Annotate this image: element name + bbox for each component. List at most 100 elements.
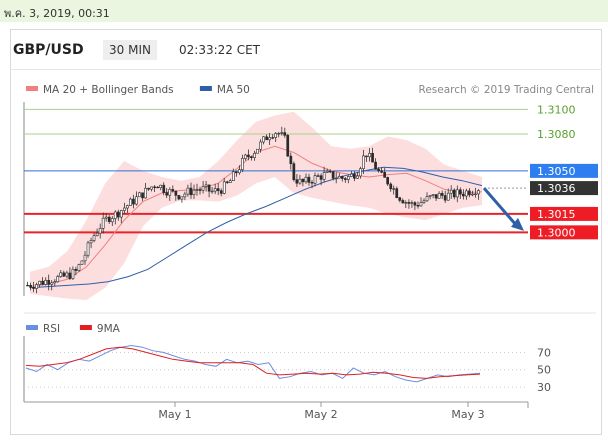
level-label-5: 1.3000 — [537, 226, 576, 239]
candle-body-115 — [374, 161, 377, 170]
candle-body-108 — [352, 173, 356, 179]
level-tag-2 — [530, 163, 598, 178]
candle-body-60 — [207, 184, 211, 192]
candle-body-130 — [419, 202, 423, 207]
candle-body-146 — [467, 190, 471, 196]
candle-body-81 — [271, 137, 275, 139]
level-label-0: 1.3100 — [537, 103, 576, 116]
candle-body-142 — [455, 189, 459, 198]
candle-body-28 — [110, 218, 114, 223]
candle-body-75 — [253, 153, 256, 159]
candle-body-90 — [298, 178, 302, 184]
candle-body-11 — [59, 272, 63, 277]
legend-label-0: MA 20 + Bollinger Bands — [43, 84, 174, 96]
candle-body-15 — [71, 268, 75, 279]
candle-body-147 — [471, 193, 474, 196]
candle-body-88 — [292, 163, 296, 180]
candle-body-82 — [274, 133, 278, 138]
candle-body-79 — [265, 136, 269, 141]
candle-body-129 — [416, 205, 420, 207]
candle-body-114 — [371, 153, 374, 163]
candle-body-61 — [210, 190, 214, 193]
bollinger-band-area — [30, 111, 482, 300]
candle-body-107 — [349, 173, 353, 177]
rsi-tick-1: 50 — [537, 364, 551, 377]
candle-body-71 — [241, 158, 244, 170]
candle-body-143 — [458, 189, 462, 195]
candle-body-12 — [62, 272, 66, 277]
candle-body-20 — [86, 242, 90, 256]
candle-body-98 — [322, 172, 326, 180]
candle-body-70 — [238, 169, 241, 174]
candle-body-140 — [449, 189, 453, 194]
candle-body-78 — [262, 136, 265, 143]
candle-body-76 — [256, 148, 259, 154]
candle-body-113 — [368, 153, 371, 158]
candle-body-111 — [362, 155, 365, 169]
candle-body-41 — [150, 186, 153, 190]
candle-body-95 — [313, 175, 317, 184]
candle-body-105 — [343, 178, 347, 180]
candle-body-13 — [65, 272, 69, 277]
candle-body-149 — [477, 190, 480, 195]
legend-swatch-0 — [26, 86, 38, 91]
candle-body-51 — [180, 196, 184, 200]
candle-body-125 — [404, 202, 408, 204]
level-tag-3 — [530, 181, 598, 196]
candle-body-73 — [247, 154, 250, 158]
header-divider — [10, 69, 602, 70]
candle-body-123 — [398, 197, 402, 201]
timeframe-badge[interactable]: 30 MIN — [103, 40, 157, 60]
candle-body-122 — [395, 188, 399, 198]
candle-body-26 — [104, 216, 108, 219]
candle-body-3 — [35, 284, 38, 289]
forecast-arrow-head — [511, 217, 524, 231]
candle-body-38 — [141, 192, 144, 199]
candle-body-118 — [383, 172, 387, 178]
candle-body-66 — [225, 181, 229, 183]
candle-body-25 — [101, 217, 105, 229]
candle-body-104 — [340, 176, 344, 179]
candle-body-44 — [159, 184, 163, 188]
candle-body-4 — [38, 280, 41, 285]
candle-body-33 — [126, 205, 129, 209]
candle-body-97 — [319, 175, 323, 180]
candle-body-145 — [464, 190, 468, 197]
level-tag-5 — [530, 225, 598, 240]
candle-body-42 — [153, 186, 157, 188]
candle-body-86 — [286, 135, 290, 157]
candle-body-43 — [156, 186, 160, 189]
candle-body-126 — [407, 202, 411, 204]
candle-body-69 — [235, 171, 238, 174]
candle-body-1 — [29, 284, 32, 288]
candle-body-94 — [310, 182, 314, 184]
candle-body-124 — [401, 200, 405, 204]
candle-body-63 — [216, 188, 220, 192]
rsi-legend-label-0: RSI — [43, 323, 60, 335]
candle-body-138 — [443, 195, 447, 201]
candle-body-19 — [83, 254, 87, 262]
candle-body-119 — [386, 177, 390, 185]
candle-body-83 — [277, 133, 281, 135]
candle-body-65 — [222, 181, 226, 194]
candle-body-37 — [138, 192, 141, 198]
candle-body-32 — [123, 207, 126, 211]
rsi-legend-label-1: 9MA — [97, 323, 121, 335]
candle-body-121 — [392, 188, 396, 190]
timestamp-label: พ.ค. 3, 2019, 00:31 — [4, 7, 110, 20]
candle-body-148 — [474, 193, 477, 195]
candle-body-39 — [144, 187, 147, 199]
candle-body-58 — [201, 186, 205, 191]
candle-body-8 — [50, 282, 54, 285]
rsi-tick-0: 70 — [537, 346, 551, 359]
candle-body-16 — [74, 268, 78, 271]
candle-body-127 — [410, 202, 414, 204]
ma20-line — [29, 145, 483, 287]
candle-body-131 — [422, 200, 426, 203]
candle-body-80 — [268, 137, 272, 141]
rsi-line — [25, 344, 481, 383]
candle-body-112 — [365, 155, 368, 158]
candle-body-2 — [32, 286, 35, 289]
candle-body-120 — [389, 183, 393, 190]
candle-body-139 — [446, 192, 450, 201]
